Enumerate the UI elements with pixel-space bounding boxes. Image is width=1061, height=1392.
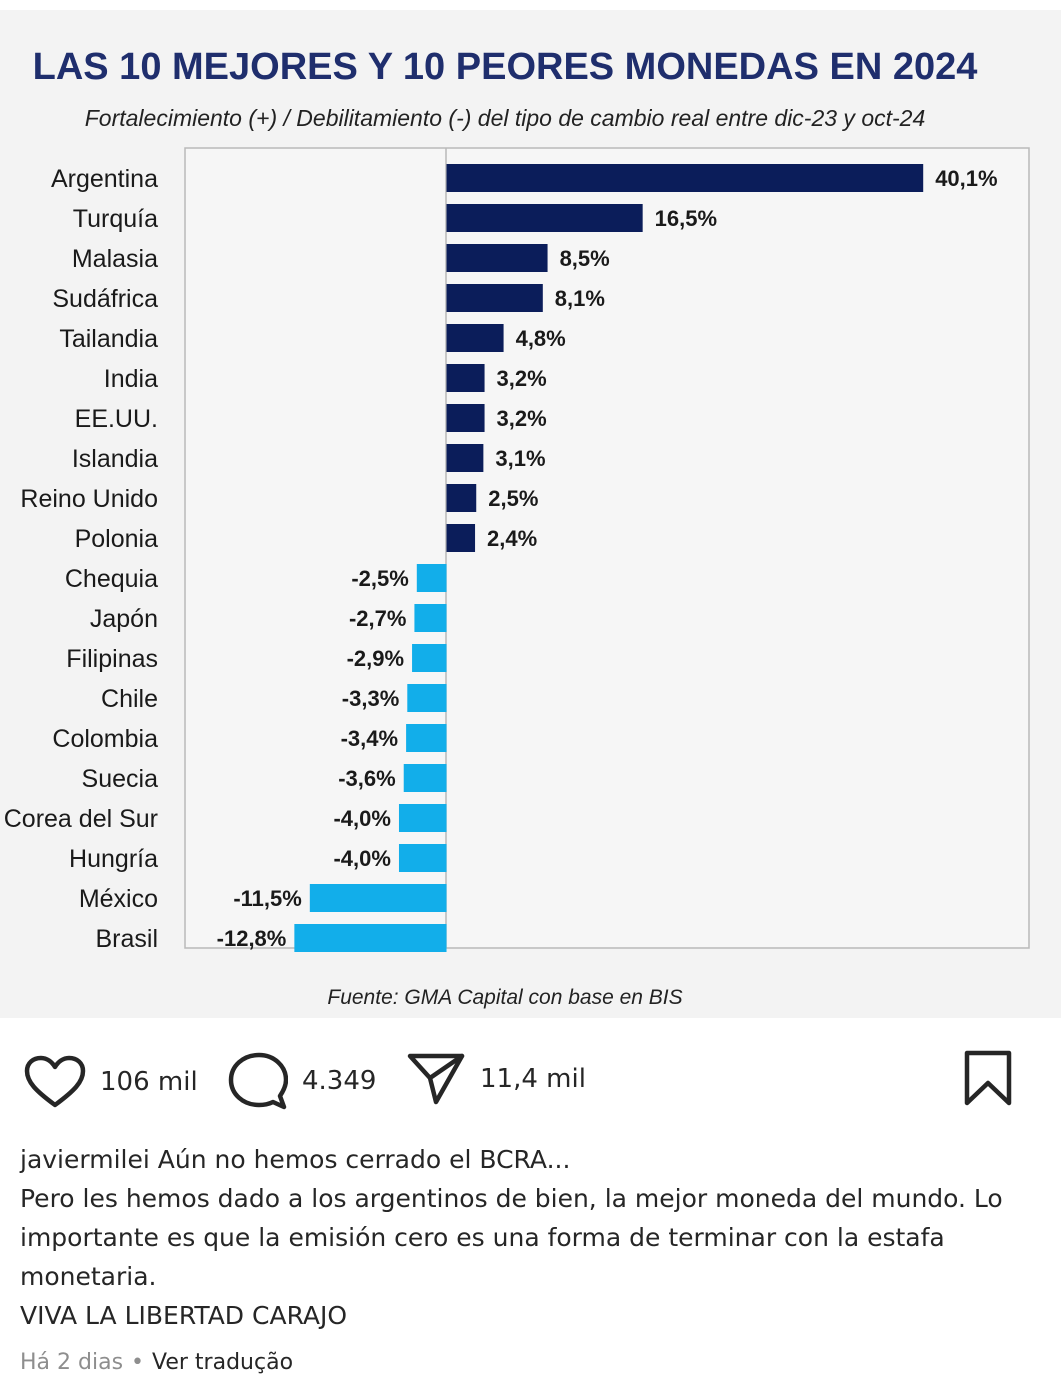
comment-button[interactable]: 4.349	[228, 1052, 376, 1110]
bar	[446, 164, 924, 192]
comments-count: 4.349	[302, 1066, 377, 1096]
post-time: Há 2 dias	[20, 1350, 124, 1375]
chart-subtitle: Fortalecimiento (+) / Debilitamiento (-)…	[84, 105, 926, 131]
value-label: -2,5%	[351, 566, 408, 591]
caption-line: Pero les hemos dado a los argentinos de …	[20, 1184, 1003, 1291]
bar-chart: Argentina 40,1% Turquía 16,5% Malasia 8,5% Sud…	[4, 147, 1030, 953]
value-label: -2,7%	[349, 606, 406, 631]
comment-icon	[228, 1052, 288, 1110]
caption-first-line: Aún no hemos cerrado el BCRA...	[157, 1145, 571, 1174]
category-label: Japón	[90, 605, 158, 633]
save-button[interactable]	[963, 1050, 1013, 1106]
category-label: Sudáfrica	[52, 285, 158, 313]
value-label: 16,5%	[655, 206, 717, 231]
value-label: -4,0%	[333, 846, 390, 871]
bar	[446, 204, 643, 232]
category-label: Malasia	[72, 245, 158, 273]
post-meta: Há 2 dias • Ver tradução	[20, 1350, 293, 1375]
value-label: 8,5%	[560, 246, 610, 271]
value-label: 2,4%	[487, 526, 537, 551]
value-label: -2,9%	[347, 646, 404, 671]
bar	[446, 324, 504, 352]
share-button[interactable]: 11,4 mil	[406, 1052, 586, 1106]
category-label: India	[104, 365, 158, 393]
bar	[398, 804, 447, 832]
value-label: 40,1%	[935, 166, 997, 191]
bar	[446, 364, 485, 392]
category-label: Brasil	[95, 925, 158, 953]
bar	[403, 764, 447, 792]
caption-line: VIVA LA LIBERTAD CARAJO	[20, 1301, 348, 1330]
post-caption: javiermilei Aún no hemos cerrado el BCRA…	[20, 1140, 1040, 1335]
chart-title: LAS 10 MEJORES Y 10 PEORES MONEDAS EN 20…	[32, 46, 978, 88]
category-label: Suecia	[82, 765, 159, 793]
shares-count: 11,4 mil	[480, 1064, 586, 1094]
category-label: México	[79, 885, 158, 913]
bar	[416, 564, 447, 592]
see-translation-link[interactable]: Ver tradução	[152, 1350, 294, 1375]
heart-icon	[24, 1055, 86, 1108]
category-label: Argentina	[51, 165, 158, 193]
post-image[interactable]: LAS 10 MEJORES Y 10 PEORES MONEDAS EN 20…	[0, 10, 1061, 1018]
value-label: 4,8%	[516, 326, 566, 351]
bar	[406, 724, 447, 752]
value-label: -4,0%	[333, 806, 390, 831]
value-label: -12,8%	[217, 926, 287, 951]
bar	[414, 604, 447, 632]
bar	[446, 244, 548, 272]
bookmark-icon	[964, 1050, 1012, 1106]
category-label: Hungría	[69, 845, 158, 873]
bar	[446, 444, 484, 472]
category-label: Chequia	[65, 565, 158, 593]
like-button[interactable]: 106 mil	[24, 1055, 198, 1109]
chart-source: Fuente: GMA Capital con base en BIS	[327, 986, 683, 1009]
separator-dot: •	[131, 1350, 145, 1375]
category-label: Filipinas	[66, 645, 158, 673]
bar	[398, 844, 447, 872]
value-label: -3,6%	[338, 766, 395, 791]
send-icon	[407, 1053, 465, 1105]
category-label: Corea del Sur	[4, 805, 158, 833]
bar	[446, 284, 543, 312]
value-label: -3,3%	[342, 686, 399, 711]
value-label: -11,5%	[233, 886, 302, 911]
bar	[446, 524, 476, 552]
value-label: 8,1%	[555, 286, 605, 311]
value-label: 3,2%	[497, 406, 547, 431]
category-label: Reino Unido	[20, 485, 158, 513]
value-label: 3,2%	[497, 366, 547, 391]
bar	[407, 684, 447, 712]
category-label: Islandia	[72, 445, 158, 473]
bar	[294, 924, 447, 952]
likes-count: 106 mil	[100, 1067, 198, 1097]
category-label: Colombia	[52, 725, 158, 753]
value-label: 3,1%	[495, 446, 545, 471]
post-username[interactable]: javiermilei	[20, 1145, 150, 1174]
plot-area	[184, 147, 1030, 949]
bar	[446, 484, 477, 512]
category-label: Chile	[101, 685, 158, 713]
category-label: Tailandia	[59, 325, 158, 353]
bar	[412, 644, 447, 672]
value-label: 2,5%	[488, 486, 538, 511]
category-label: Turquía	[73, 205, 158, 233]
bar	[309, 884, 447, 912]
value-label: -3,4%	[341, 726, 398, 751]
bar	[446, 404, 485, 432]
category-label: Polonia	[75, 525, 158, 553]
category-label: EE.UU.	[75, 405, 158, 433]
